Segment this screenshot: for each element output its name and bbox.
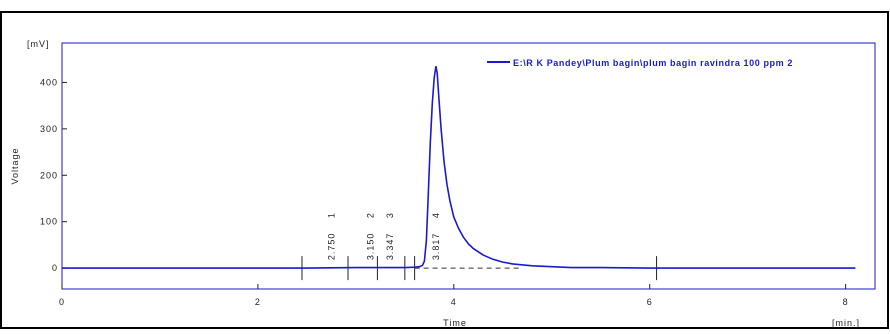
peak-number-label-2: 3 <box>385 212 395 218</box>
legend-entry-0: E:\R K Pandey\Plum bagin\plum bagin ravi… <box>513 58 793 68</box>
peak-number-label-3: 4 <box>431 212 441 218</box>
y-tick-label-1: 100 <box>40 217 58 227</box>
y-tick-label-3: 300 <box>40 124 58 134</box>
x-tick-label-4: 8 <box>843 297 849 307</box>
y-axis-label: Voltage <box>10 147 20 184</box>
outer-frame <box>0 11 889 329</box>
y-tick-label-0: 0 <box>52 263 58 273</box>
peak-labels: 2.750 1 3.150 2 3.347 3 3.817 4 <box>326 212 441 260</box>
peak-rt-label-1: 3.150 <box>366 233 376 261</box>
plot-frame <box>61 42 876 290</box>
x-ticks: 0 2 4 6 8 <box>59 284 849 307</box>
y-tick-label-4: 400 <box>40 77 58 87</box>
x-axis-label: Time <box>443 318 467 328</box>
peak-number-label-0: 1 <box>326 212 336 218</box>
x-tick-label-0: 0 <box>59 297 65 307</box>
peak-rt-label-3: 3.817 <box>431 233 441 261</box>
peak-rt-label-0: 2.750 <box>326 233 336 261</box>
x-tick-label-2: 4 <box>451 297 457 307</box>
y-ticks: 0 100 200 300 400 <box>40 77 67 273</box>
peak-rt-label-2: 3.347 <box>385 233 395 261</box>
y-unit-label: [mV] <box>27 39 50 49</box>
x-unit-label: [min.] <box>832 318 860 328</box>
x-tick-label-3: 6 <box>647 297 653 307</box>
x-tick-label-1: 2 <box>255 297 261 307</box>
series-line-0 <box>62 66 856 269</box>
y-tick-label-2: 200 <box>40 170 58 180</box>
peak-number-label-1: 2 <box>366 212 376 218</box>
legend: E:\R K Pandey\Plum bagin\plum bagin ravi… <box>487 58 793 68</box>
